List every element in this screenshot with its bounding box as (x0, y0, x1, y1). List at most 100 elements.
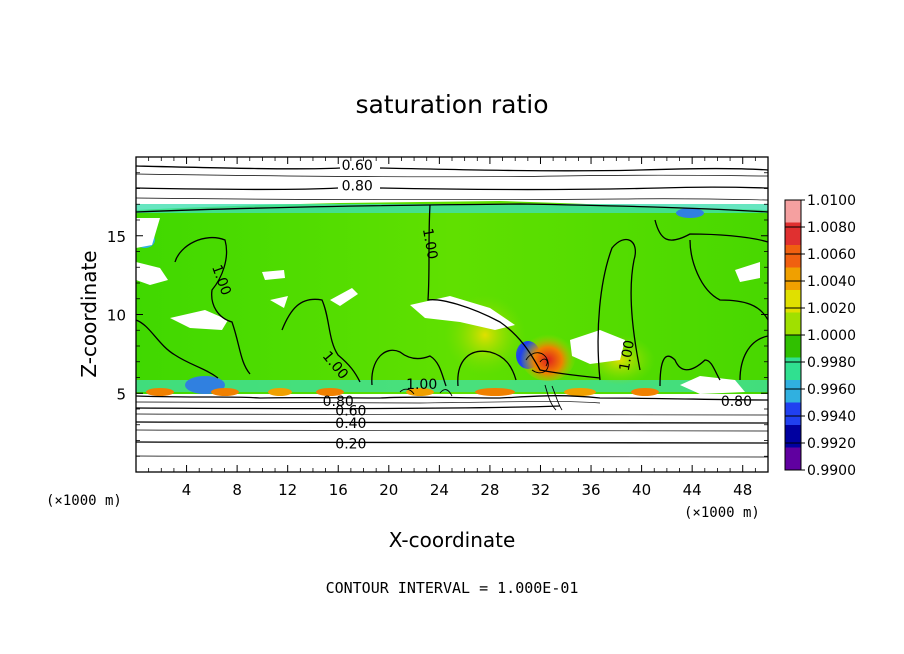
contour-eddy (544, 384, 563, 411)
contour-label: 0.80 (721, 394, 752, 410)
contour-low-thin (136, 401, 601, 404)
contour-1.00 (174, 236, 251, 375)
colorbar-swatch (785, 380, 801, 403)
x-tick-label: 28 (480, 481, 499, 499)
warm-patch (211, 388, 239, 396)
colorbar-label: 1.0100 (807, 193, 856, 209)
contour-label: 0.60 (335, 404, 366, 420)
contour-eddy (525, 352, 549, 374)
contour-1.00 (136, 319, 219, 379)
y-axis-ticks: 5 10 15 (107, 172, 768, 457)
colorbar-swatch (785, 335, 801, 358)
chart-title: saturation ratio (355, 90, 548, 119)
contour-label: 0.20 (335, 437, 366, 453)
clear-hole (330, 288, 358, 306)
colorbar-swatch (785, 222, 801, 246)
x-tick-label: 40 (632, 481, 651, 499)
clear-hole (136, 262, 168, 285)
colorbar-swatch (785, 312, 801, 336)
contour-1.00 (427, 204, 601, 379)
contour-label: 1.00 (406, 377, 437, 393)
hot-spot (520, 329, 576, 381)
x-tick-label: 20 (379, 481, 398, 499)
clear-hole (680, 376, 745, 394)
x-unit-label: (×1000 m) (684, 505, 760, 521)
colorbar-label: 1.0080 (807, 220, 856, 236)
contour-0.80-top (136, 186, 768, 191)
contour-label: 1.00 (617, 339, 638, 372)
contour-1.00-upper (136, 203, 768, 213)
warm-patch (564, 388, 596, 396)
clear-hole (170, 310, 228, 330)
x-tick-label: 16 (329, 481, 348, 499)
contour-eddy (399, 388, 453, 397)
contour-lines (136, 165, 768, 458)
clear-hole (270, 296, 288, 308)
colorbar-swatch (785, 290, 801, 313)
blue-patch (676, 208, 704, 218)
colorbar-swatch (785, 200, 801, 223)
colorbar-label: 0.9940 (807, 409, 856, 425)
colorbar-swatch (785, 425, 801, 448)
y-tick-label: 15 (107, 228, 126, 246)
x-tick-label: 12 (278, 481, 297, 499)
contour-1.00 (597, 238, 641, 381)
x-tick-label: 24 (430, 481, 449, 499)
clear-hole (735, 262, 760, 282)
colorbar-label: 1.0060 (807, 247, 856, 263)
colorbar-label: 1.0000 (807, 328, 856, 344)
contour-label: 0.80 (323, 394, 354, 410)
contour-0.40-low (136, 421, 768, 424)
contour-0.60-low (136, 405, 561, 410)
colorbar: 1.0100 1.0080 1.0060 1.0040 1.0020 1.0000 0.99… (784, 193, 856, 479)
clear-hole (410, 296, 515, 330)
warm-patch (631, 388, 659, 396)
colorbar-swatch (785, 357, 801, 381)
colorbar-label: 1.0040 (807, 274, 856, 290)
upper-cyan-band (136, 204, 768, 213)
field (136, 157, 768, 472)
contour-1.00 (281, 298, 361, 383)
x-axis-label: X-coordinate (389, 528, 516, 552)
clear-hole (262, 270, 285, 280)
x-axis-ticks: 4 8 12 16 20 24 28 32 36 40 44 48 (148, 157, 756, 499)
y-tick-label: 5 (116, 385, 126, 403)
x-tick-label: 44 (683, 481, 702, 499)
y-tick-label: 10 (107, 307, 126, 325)
warm-patch (406, 388, 434, 396)
colorbar-label: 0.9900 (807, 463, 856, 479)
contour-1.00 (457, 350, 517, 387)
contour-1.00 (654, 219, 768, 243)
colorbar-swatch (785, 267, 801, 291)
y-axis-label: Z-coordinate (77, 250, 101, 377)
contour-0.60-top (136, 165, 768, 172)
warm-patch (268, 388, 292, 396)
warm-patch (316, 388, 344, 396)
warm-patch (475, 388, 515, 396)
contour-label: 0.60 (342, 158, 373, 174)
x-tick-label: 8 (232, 481, 242, 499)
contour-1.00 (659, 355, 721, 387)
contour-0.80-low (136, 395, 768, 401)
colorbar-label: 1.0020 (807, 301, 856, 317)
colorbar-label: 0.9960 (807, 382, 856, 398)
x-tick-label: 48 (733, 481, 752, 499)
contour-0.20-low (136, 441, 768, 444)
x-tick-label: 36 (581, 481, 600, 499)
z-unit-label: (×1000 m) (46, 493, 122, 509)
contour-top-thin (136, 197, 768, 201)
contour-label: 0.40 (335, 416, 366, 432)
contour-label: 1.00 (419, 227, 440, 260)
colorbar-label: 0.9980 (807, 355, 856, 371)
contour-top-thin (136, 173, 768, 178)
colorbar-swatch (785, 402, 801, 426)
contour-interval-note: CONTOUR INTERVAL = 1.000E-01 (326, 579, 579, 597)
contour-1.00 (371, 349, 447, 387)
colorbar-label: 0.9920 (807, 436, 856, 452)
colorbar-swatch (785, 245, 801, 268)
x-tick-label: 4 (182, 481, 192, 499)
clear-hole (136, 218, 160, 248)
colorbar-swatch (785, 447, 801, 471)
contour-label: 0.80 (342, 178, 373, 194)
